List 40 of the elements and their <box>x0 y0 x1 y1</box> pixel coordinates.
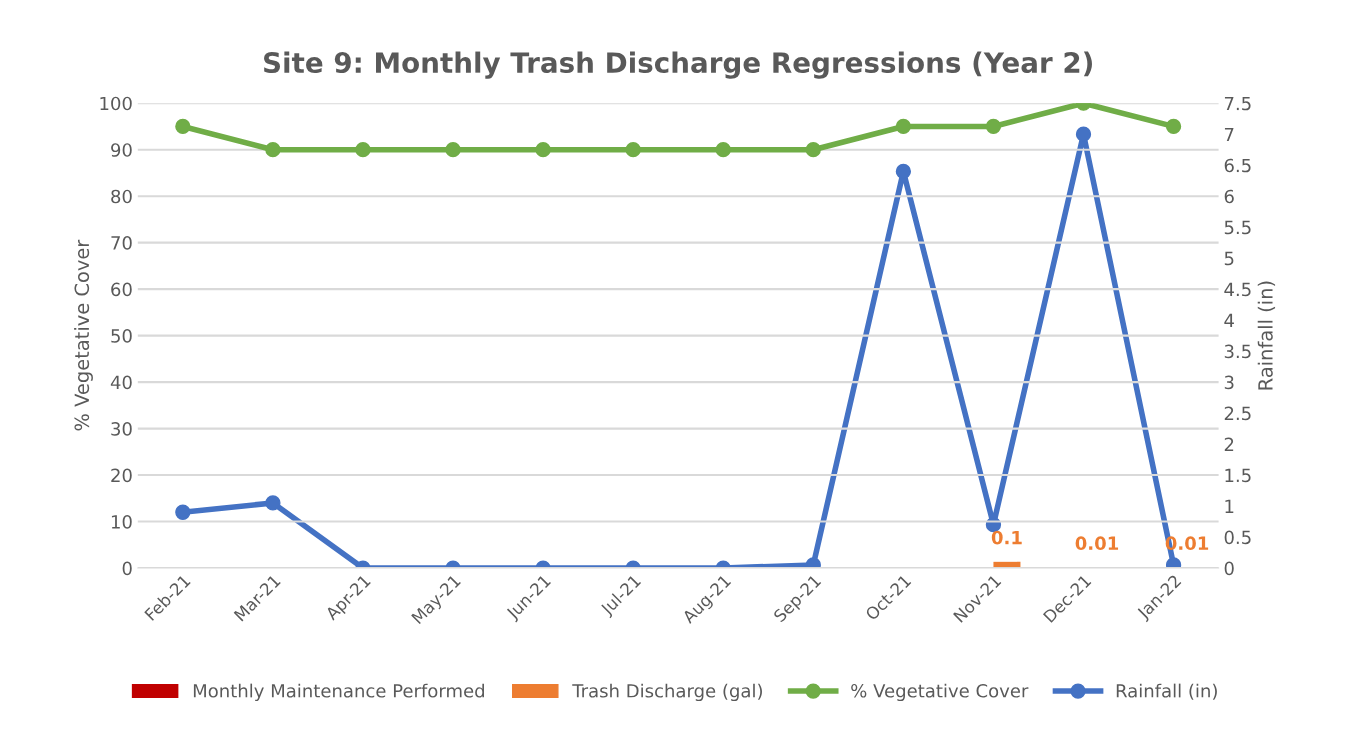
legend-label: Trash Discharge (gal) <box>572 683 762 702</box>
y-tick-label: 50 <box>111 329 132 343</box>
point <box>805 557 821 569</box>
y2-tick-label: 7.5 <box>1224 96 1251 111</box>
y-tick-label: 0 <box>122 561 132 576</box>
point <box>1165 557 1182 569</box>
legend-label: Rainfall (in) <box>1116 683 1217 700</box>
y2-tick-label: 6.5 <box>1224 158 1251 173</box>
y-tick-label: 80 <box>111 189 132 204</box>
y2-tick-label: 2 <box>1224 437 1234 451</box>
legend-label: % Vegetative Cover <box>851 683 1029 702</box>
y2-axis-title: Rainfall (in) <box>1257 281 1276 390</box>
y2-tick-label: 7 <box>1224 127 1234 142</box>
data-label: 0.1 <box>991 530 1022 545</box>
y-tick-label: 30 <box>111 422 132 436</box>
y-tick-label: 20 <box>111 468 132 483</box>
y2-tick-label: 5 <box>1224 251 1234 266</box>
legend-label: Monthly Maintenance Performed <box>193 683 484 702</box>
y2-tick-label: 4.5 <box>1224 282 1251 297</box>
y2-tick-label: 4 <box>1224 313 1234 327</box>
data-label: 0.01 <box>1075 536 1119 551</box>
y-tick-label: 60 <box>111 282 132 297</box>
y2-tick-label: 1 <box>1225 499 1234 513</box>
y-tick-label: 10 <box>111 515 132 529</box>
y-tick-label: 40 <box>110 375 132 390</box>
y-tick-label: 100 <box>100 96 132 111</box>
y2-tick-label: 5.5 <box>1224 220 1251 235</box>
y2-tick-label: 0 <box>1224 561 1234 576</box>
y-tick-label: 90 <box>111 143 132 157</box>
y2-tick-label: 0.5 <box>1224 530 1251 545</box>
chart-title: Site 9: Monthly Trash Discharge Regressions (Year 2) <box>264 51 1092 79</box>
y-axis-title: % Vegetative Cover <box>74 239 93 431</box>
y2-tick-label: 3.5 <box>1224 344 1251 359</box>
y-tick-label: 70 <box>111 236 132 250</box>
y2-tick-label: 2.5 <box>1224 406 1251 421</box>
y2-tick-label: 3 <box>1224 375 1234 390</box>
y2-tick-label: 1.5 <box>1225 468 1251 483</box>
y2-tick-label: 6 <box>1224 189 1234 204</box>
point <box>1075 126 1092 142</box>
point <box>895 163 912 180</box>
